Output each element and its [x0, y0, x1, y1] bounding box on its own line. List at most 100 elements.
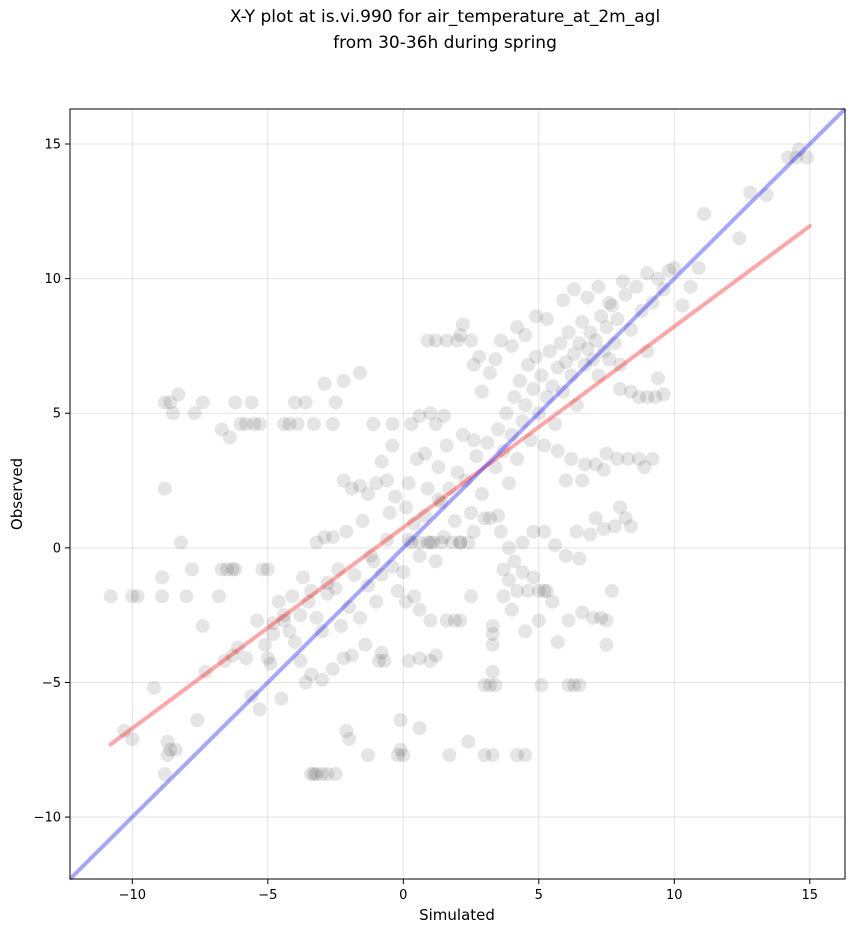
data-point [179, 589, 194, 604]
data-point [534, 368, 549, 383]
data-point [529, 349, 544, 364]
data-point [483, 678, 498, 693]
data-point [309, 767, 324, 781]
data-point [539, 390, 554, 405]
data-point [417, 508, 432, 523]
data-point [342, 732, 357, 746]
data-point [504, 602, 519, 617]
data-point [569, 524, 584, 539]
data-point [447, 513, 462, 528]
data-point [510, 452, 525, 466]
data-point [518, 328, 533, 343]
data-point [428, 417, 443, 431]
data-point [401, 653, 416, 668]
data-point [426, 535, 441, 550]
data-point [247, 417, 262, 431]
data-point [572, 551, 587, 566]
data-point [526, 382, 541, 396]
data-point [621, 452, 636, 466]
data-point [369, 594, 384, 609]
data-point [344, 648, 359, 663]
data-point [160, 748, 175, 763]
data-point [260, 651, 275, 666]
data-point [599, 320, 614, 335]
data-point [328, 767, 343, 781]
data-point [304, 583, 319, 598]
data-point [537, 583, 552, 598]
data-point [596, 462, 611, 477]
data-point [518, 748, 533, 763]
data-point [404, 417, 419, 431]
x-tick-label: −5 [258, 888, 277, 903]
data-point [632, 390, 647, 405]
data-point [542, 344, 557, 359]
data-point [539, 583, 554, 598]
data-point [613, 500, 628, 515]
data-point [661, 263, 676, 278]
data-point [510, 748, 525, 763]
data-point [588, 511, 603, 526]
data-point [390, 748, 405, 763]
data-point [485, 618, 500, 633]
data-point [320, 767, 335, 781]
data-point [499, 406, 514, 421]
data-point [298, 395, 313, 410]
data-point [214, 422, 229, 437]
data-point [618, 511, 633, 526]
data-point [393, 742, 408, 757]
data-point [409, 452, 424, 466]
data-point [277, 608, 292, 623]
x-axis-ticks: −10 −5 0 5 10 15 [119, 879, 818, 903]
data-point [393, 713, 408, 728]
data-point [304, 667, 319, 682]
data-point [691, 260, 706, 275]
data-point [195, 618, 210, 633]
data-point [580, 290, 595, 305]
data-point [366, 417, 381, 431]
data-point [526, 524, 541, 539]
data-point [117, 723, 132, 738]
data-point [239, 417, 254, 431]
data-point [306, 417, 321, 431]
data-point [423, 613, 438, 628]
data-point [550, 360, 565, 375]
data-point [556, 293, 571, 308]
data-point [518, 624, 533, 639]
chart-title-line-2: from 30-36h during spring [333, 33, 557, 53]
data-point [190, 713, 205, 728]
data-point [396, 748, 411, 763]
data-point [225, 562, 240, 577]
data-point [249, 613, 264, 628]
data-point [537, 524, 552, 539]
data-point [526, 570, 541, 585]
data-point [640, 390, 655, 405]
data-point [602, 352, 617, 367]
data-point [231, 640, 246, 655]
data-point [466, 357, 481, 372]
data-point [328, 581, 343, 596]
data-point [493, 524, 508, 539]
data-point [171, 387, 186, 402]
data-point [629, 279, 644, 294]
data-point [588, 333, 603, 348]
data-point [336, 651, 351, 666]
data-point [604, 298, 619, 313]
data-point [358, 637, 373, 652]
data-point [537, 438, 552, 453]
data-point [296, 570, 311, 585]
data-point [496, 589, 511, 604]
data-point [515, 565, 530, 580]
data-point [157, 395, 172, 410]
data-point [493, 333, 508, 348]
data-point [531, 583, 546, 598]
data-point [567, 282, 582, 297]
data-point [572, 336, 587, 351]
data-point [575, 605, 590, 620]
data-point [458, 473, 473, 488]
data-point [301, 594, 316, 609]
data-point [244, 688, 259, 703]
data-point [591, 279, 606, 294]
data-point [315, 672, 330, 687]
data-point [282, 624, 297, 639]
data-point [428, 648, 443, 663]
